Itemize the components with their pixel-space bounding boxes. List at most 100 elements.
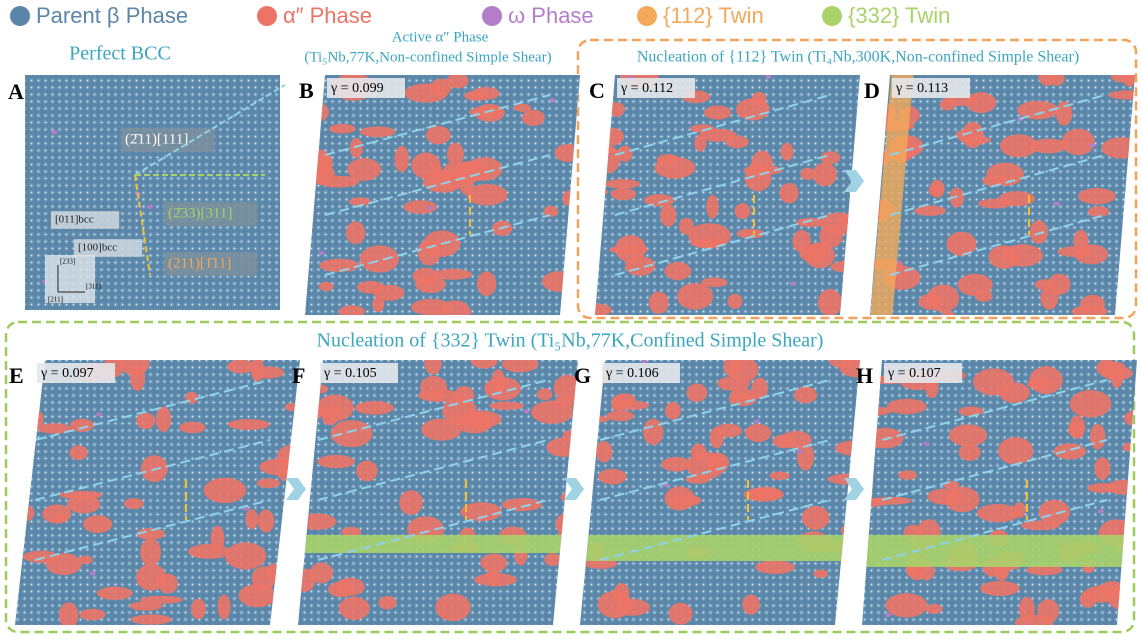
phase-patch — [845, 574, 858, 599]
phase-patch — [914, 205, 946, 216]
phase-patch — [147, 204, 154, 209]
phase-patch — [435, 593, 471, 622]
phase-patch — [1053, 201, 1060, 206]
phase-patch — [348, 197, 372, 206]
phase-patch — [399, 490, 423, 515]
phase-patch — [438, 300, 472, 315]
dash — [34, 379, 271, 441]
dash — [881, 379, 1108, 441]
phase-patch — [23, 550, 59, 563]
phase-patch — [562, 190, 576, 207]
phase-patch — [123, 498, 144, 510]
phase-patch — [318, 281, 334, 292]
phase-patch — [1068, 421, 1084, 438]
phase-patch — [1116, 283, 1135, 296]
panel-letter: C — [589, 78, 605, 103]
phase-patch — [595, 187, 609, 196]
phase-patch — [727, 293, 743, 309]
dash — [614, 94, 831, 156]
twin332-title: Nucleation of {332} Twin (Ti₅Nb,77K,Conf… — [317, 330, 824, 352]
phase-patch — [266, 563, 281, 581]
phase-patch — [949, 187, 965, 208]
perfect-title: Perfect BCC — [69, 43, 171, 65]
phase-patch — [729, 360, 759, 382]
axis-label: [233] — [60, 258, 75, 266]
phase-patch — [1038, 499, 1070, 526]
phase-patch — [584, 558, 618, 569]
phase-patch — [190, 598, 206, 620]
phase-patch — [1087, 206, 1110, 218]
phase-patch — [654, 156, 696, 179]
phase-patch — [372, 296, 385, 313]
phase-patch — [309, 562, 334, 584]
phase-patch — [1101, 366, 1133, 381]
phase-patch — [885, 593, 928, 618]
phase-patch — [15, 537, 21, 542]
phase-patch — [305, 101, 330, 124]
phase-patch — [329, 123, 356, 134]
phase-patch — [319, 258, 360, 273]
phase-patch — [595, 441, 613, 463]
phase-patch — [256, 478, 281, 489]
phase-patch — [792, 230, 811, 253]
phase-patch — [403, 200, 438, 214]
phase-patch — [1013, 502, 1026, 519]
phase-patch — [446, 75, 469, 89]
phase-patch — [793, 386, 818, 404]
gamma-box — [37, 363, 115, 383]
panel-letter: D — [864, 78, 880, 103]
phase-patch — [604, 179, 641, 189]
phase-patch — [543, 205, 559, 218]
phase-patch — [485, 569, 502, 584]
dash — [317, 379, 549, 441]
phase-patch — [1029, 138, 1068, 154]
panel-letter: B — [299, 78, 314, 103]
annotation-box — [51, 211, 120, 229]
phase-patch — [1057, 246, 1092, 258]
axis-label: [311] — [86, 283, 101, 291]
phase-patch — [797, 449, 804, 454]
phase-patch — [976, 504, 1020, 523]
dash — [614, 154, 831, 216]
phase-patch — [648, 291, 669, 314]
phase-patch — [613, 393, 636, 406]
phase-patch — [394, 145, 409, 173]
phase-patch — [571, 555, 578, 560]
arrows — [286, 170, 864, 500]
gamma-label: γ = 0.112 — [620, 81, 673, 96]
gamma-box — [617, 78, 695, 98]
phase-patch — [641, 360, 648, 364]
phase-patch — [59, 490, 103, 500]
dash — [881, 439, 1108, 501]
phase-patch — [1025, 564, 1063, 576]
phase-patch — [742, 594, 760, 615]
phase-patch — [1029, 220, 1048, 245]
phase-patch — [598, 468, 627, 485]
phase-patch — [960, 135, 991, 145]
phase-patch — [179, 421, 206, 434]
phase-patch — [298, 440, 312, 460]
phase-patch — [701, 277, 728, 288]
phase-patch — [765, 75, 772, 79]
atom-image — [298, 360, 578, 625]
phase-patch — [544, 553, 561, 567]
phase-patch — [536, 388, 553, 401]
phase-patch — [926, 284, 960, 312]
phase-patch — [668, 602, 693, 625]
phase-patch — [866, 427, 904, 449]
phase-patch — [349, 137, 363, 158]
dash — [881, 499, 1108, 561]
phase-patch — [310, 384, 329, 394]
dash — [889, 94, 1106, 156]
twin-band — [862, 535, 1137, 567]
phase-patch — [470, 360, 498, 369]
atom-image — [15, 360, 300, 625]
dash — [599, 439, 831, 501]
phase-patch — [948, 424, 988, 447]
phase-patch — [1053, 443, 1087, 460]
atom-image — [862, 360, 1137, 625]
twin112-box — [576, 38, 1138, 320]
dash — [889, 154, 1106, 216]
phase-patch — [596, 145, 621, 174]
legend-label: {112} Twin — [663, 3, 764, 28]
